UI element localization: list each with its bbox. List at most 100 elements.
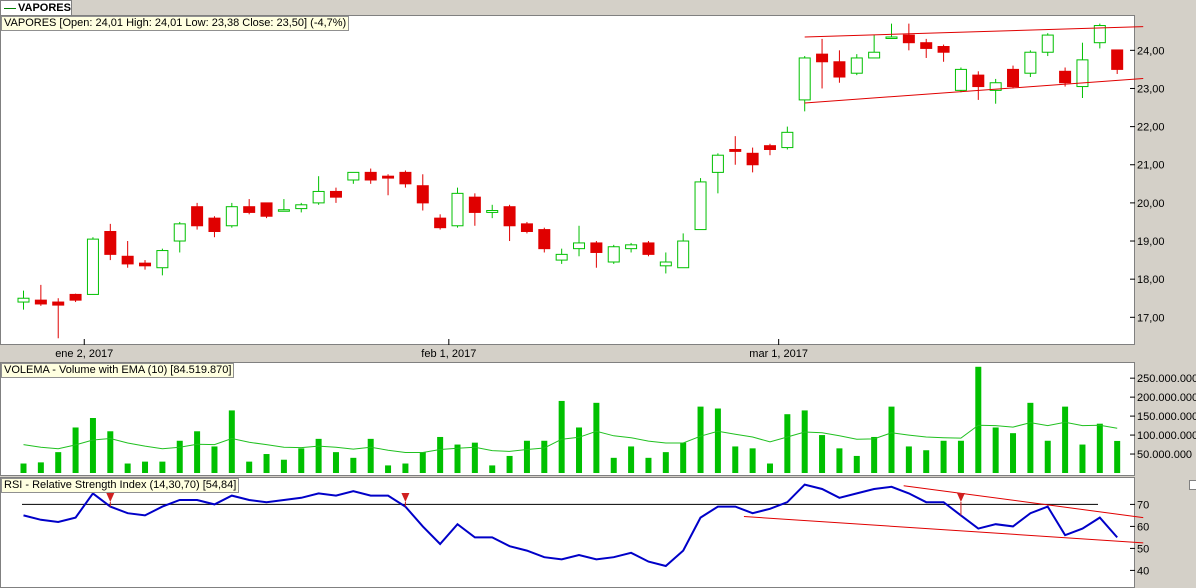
volume-bar: [20, 463, 27, 473]
volume-bar: [385, 465, 392, 473]
volume-y-tick-label: 200.000.000: [1137, 392, 1196, 404]
candle-body: [1041, 34, 1054, 53]
volume-bar: [888, 406, 895, 473]
candle-body: [104, 230, 117, 255]
rsi-signal-marker: [106, 493, 115, 502]
volume-bar: [454, 444, 461, 473]
volume-bar: [471, 442, 478, 473]
candle-body: [1093, 25, 1106, 44]
volume-bar: [228, 410, 235, 473]
candle-body: [850, 57, 863, 74]
panel-scroll-handle[interactable]: [1189, 480, 1196, 490]
price-y-tick-label: 18,00: [1137, 274, 1165, 286]
candle-body: [451, 192, 464, 227]
candle-body: [885, 36, 898, 39]
rsi-y-tick-label: 50: [1137, 543, 1149, 555]
volume-bar: [766, 463, 773, 473]
volume-bar: [1027, 402, 1034, 473]
rsi-signal-marker: [956, 493, 965, 502]
candle-body: [277, 209, 290, 212]
volume-bar: [263, 454, 270, 473]
rsi-chart: 40 50 60 70: [22, 483, 1149, 577]
volume-bar: [367, 438, 374, 473]
volume-bar: [315, 438, 322, 473]
candle-body: [347, 171, 360, 181]
candle-body: [625, 244, 638, 250]
volume-bar: [992, 427, 999, 473]
volume-y-tick-label: 150.000.000: [1137, 411, 1196, 423]
volume-bar: [72, 427, 79, 473]
price-y-tick-label: 20,00: [1137, 198, 1165, 210]
price-y-tick-label: 17,00: [1137, 312, 1165, 324]
candle-body: [486, 210, 499, 213]
volume-bar: [1010, 433, 1017, 473]
volume-bar: [940, 440, 947, 473]
volume-bar: [37, 462, 44, 473]
price-y-tick-label: 19,00: [1137, 236, 1165, 248]
candle-body: [972, 74, 985, 88]
candle-body: [520, 223, 533, 232]
volume-bar: [142, 461, 149, 473]
volume-ema-line: [23, 421, 1118, 453]
volume-bar: [194, 431, 201, 473]
candle-body: [399, 171, 412, 185]
volume-bar: [298, 448, 305, 473]
candle-body: [954, 68, 967, 91]
volume-panel-title: VOLEMA - Volume with EMA (10) [84.519.87…: [1, 363, 235, 378]
price-x-tick-label: mar 1, 2017: [749, 348, 808, 360]
candle-body: [538, 229, 551, 250]
candle-body: [763, 145, 776, 150]
candle-body: [555, 253, 568, 261]
chart-tab[interactable]: VAPORES: [0, 0, 72, 15]
volume-bar: [853, 455, 860, 473]
candle-body: [468, 196, 481, 213]
volume-y-tick-label: 250.000.000: [1137, 373, 1196, 385]
candle-body: [312, 190, 325, 204]
volume-bar: [107, 431, 114, 473]
candle-body: [225, 206, 238, 227]
volume-bar: [662, 452, 669, 473]
volume-bar: [836, 448, 843, 473]
candle-body: [607, 246, 620, 263]
volume-bar: [732, 446, 739, 473]
candle-body: [173, 223, 186, 242]
candle-body: [833, 61, 846, 78]
volume-bar: [159, 461, 166, 473]
candle-body: [590, 242, 603, 253]
candle-body: [260, 202, 273, 217]
candle-body: [69, 293, 82, 301]
candle-body: [1111, 49, 1124, 70]
candle-body: [139, 262, 152, 267]
candle-body: [503, 206, 516, 227]
candle-body: [1076, 59, 1089, 88]
volume-bar: [905, 446, 912, 473]
rsi-y-tick-label: 60: [1137, 521, 1149, 533]
volume-y-tick-label: 50.000.000: [1137, 449, 1192, 461]
candle-body: [677, 240, 690, 269]
volume-bar: [593, 402, 600, 473]
volume-bar: [176, 440, 183, 473]
volume-bar: [923, 450, 930, 473]
tab-label: VAPORES: [18, 2, 71, 14]
volume-y-tick-label: 100.000.000: [1137, 430, 1196, 442]
rsi-signal-marker: [401, 493, 410, 502]
price-y-tick-label: 21,00: [1137, 160, 1165, 172]
candle-body: [34, 299, 47, 305]
price-trendline: [804, 26, 1144, 38]
candle-body: [191, 206, 204, 227]
rsi-panel-title: RSI - Relative Strength Index (14,30,70)…: [1, 478, 240, 493]
price-x-tick-label: feb 1, 2017: [421, 348, 476, 360]
volume-bar: [332, 452, 339, 473]
volume-bar: [1096, 423, 1103, 473]
candle-body: [295, 204, 308, 210]
tab-series-line-icon: [4, 8, 16, 9]
candle-body: [86, 238, 99, 295]
price-chart: 17,00 18,00 19,00 20,00 21,00 22,00 23,00 24,00…: [17, 23, 1165, 360]
candle-body: [920, 42, 933, 49]
candle-body: [868, 51, 881, 59]
volume-bar: [784, 414, 791, 473]
volume-bar: [957, 440, 964, 473]
candle-body: [937, 46, 950, 53]
price-panel: [0, 15, 1135, 345]
